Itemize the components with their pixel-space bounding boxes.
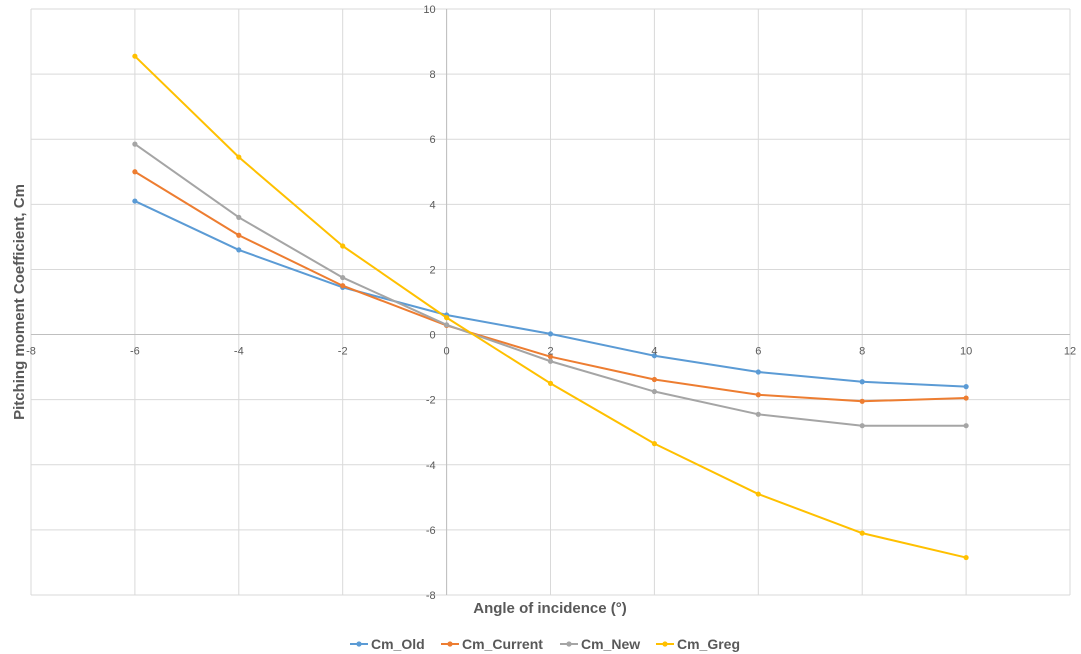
x-tick-label: 8 xyxy=(859,346,865,358)
data-point-Cm_New xyxy=(444,322,450,328)
x-tick-label: 0 xyxy=(444,346,450,358)
y-tick-labels: -8 -6 -4 -2 0 2 4 6 8 10 xyxy=(423,4,435,602)
x-tick-label: -2 xyxy=(338,346,348,358)
legend-marker-Cm_Current xyxy=(447,641,453,647)
x-tick-label: 4 xyxy=(651,346,657,358)
y-tick-label: -8 xyxy=(426,590,436,602)
data-point-Cm_Greg xyxy=(859,530,865,536)
data-point-Cm_New xyxy=(963,423,969,429)
x-tick-label: 2 xyxy=(547,346,553,358)
data-point-Cm_Current xyxy=(340,283,346,289)
y-tick-label: 10 xyxy=(423,4,435,16)
y-tick-label: 4 xyxy=(429,199,435,211)
y-tick-label: 6 xyxy=(429,134,435,146)
y-tick-label: 8 xyxy=(429,69,435,81)
data-point-Cm_Old xyxy=(859,379,865,385)
data-point-Cm_Old xyxy=(132,198,138,204)
grid xyxy=(30,8,1071,596)
data-point-Cm_Old xyxy=(755,369,761,375)
data-point-Cm_Current xyxy=(132,169,138,175)
y-tick-label: -4 xyxy=(426,460,436,472)
x-tick-label: -8 xyxy=(26,346,36,358)
y-tick-label: -2 xyxy=(426,395,436,407)
x-tick-label: 6 xyxy=(755,346,761,358)
data-point-Cm_Greg xyxy=(444,315,450,321)
data-point-Cm_Greg xyxy=(340,243,346,249)
y-tick-label: 2 xyxy=(429,264,435,276)
data-point-Cm_Greg xyxy=(963,554,969,561)
data-point-Cm_Old xyxy=(547,331,554,337)
data-point-Cm_Old xyxy=(651,353,658,359)
data-point-Cm_Greg xyxy=(755,491,761,497)
legend-label: Cm_Old xyxy=(371,636,425,652)
data-point-Cm_Greg xyxy=(547,380,554,386)
data-point-Cm_Current xyxy=(651,376,658,383)
legend-label: Cm_Current xyxy=(462,636,543,652)
data-point-Cm_New xyxy=(236,214,242,220)
data-point-Cm_Current xyxy=(859,398,865,404)
legend-label: Cm_Greg xyxy=(677,636,740,652)
legend-label: Cm_New xyxy=(581,636,640,652)
legend-marker-Cm_Old xyxy=(356,641,362,647)
data-point-Cm_New xyxy=(547,358,554,364)
data-point-Cm_New xyxy=(651,388,658,395)
data-point-Cm_New xyxy=(340,274,346,281)
legend-marker-Cm_New xyxy=(566,641,572,647)
data-point-Cm_Old xyxy=(963,384,969,390)
x-tick-label: 12 xyxy=(1064,346,1076,358)
x-tick-label: -6 xyxy=(130,346,140,358)
data-point-Cm_Current xyxy=(547,354,554,360)
data-point-Cm_Greg xyxy=(132,53,138,59)
x-tick-label: -4 xyxy=(234,346,244,358)
legend: Cm_Old Cm_Current Cm_New Cm_Greg xyxy=(350,636,740,652)
y-tick-label: -6 xyxy=(426,525,436,537)
data-point-Cm_Greg xyxy=(651,441,658,447)
legend-marker-Cm_Greg xyxy=(662,641,668,647)
data-point-Cm_Old xyxy=(236,247,242,253)
y-tick-label: 0 xyxy=(429,330,435,342)
data-point-Cm_Current xyxy=(963,395,969,401)
data-point-Cm_Greg xyxy=(236,154,242,160)
data-point-Cm_New xyxy=(859,423,865,429)
x-tick-label: 10 xyxy=(960,346,972,358)
data-point-Cm_New xyxy=(755,411,761,417)
data-point-Cm_Current xyxy=(236,232,242,238)
y-axis-title: Pitching moment Coefficient, Cm xyxy=(11,184,28,420)
data-point-Cm_New xyxy=(132,141,138,147)
data-point-Cm_Current xyxy=(755,392,761,398)
x-axis-title: Angle of incidence (°) xyxy=(473,600,627,617)
series-group xyxy=(132,53,969,561)
x-tick-labels: -8 -6 -4 -2 0 2 4 6 8 10 12 xyxy=(26,346,1076,358)
